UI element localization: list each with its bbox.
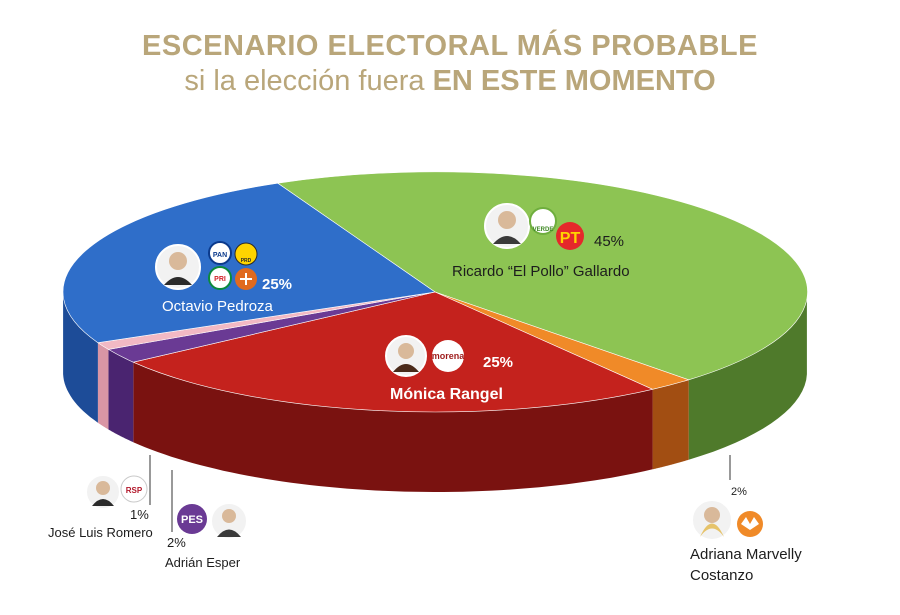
avatar-esper-face bbox=[222, 509, 236, 523]
pie-side-monica-rangel bbox=[133, 362, 653, 492]
avatar-gallardo-face bbox=[498, 211, 516, 229]
pt-logo-icon bbox=[556, 222, 584, 250]
pct-romero: 1% bbox=[130, 507, 149, 522]
pie-side-adriana-marvelly-costanzo bbox=[652, 379, 689, 470]
prd-logo-icon bbox=[234, 242, 258, 266]
verde-logo-text: VERDE bbox=[533, 227, 554, 233]
name-costanzo-line2: Costanzo bbox=[690, 567, 753, 584]
name-pedroza: Octavio Pedroza bbox=[162, 298, 274, 315]
pan-logo-icon bbox=[208, 241, 232, 265]
verde-logo-icon bbox=[529, 207, 557, 235]
pri-logo-text: PRI bbox=[214, 276, 226, 283]
rsp-logo-text: RSP bbox=[126, 486, 143, 495]
name-esper: Adrián Esper bbox=[165, 555, 241, 570]
avatar-romero-body bbox=[92, 499, 114, 506]
avatar-rangel-body bbox=[393, 364, 419, 372]
pct-rangel: 25% bbox=[483, 354, 513, 371]
cp-logo-mark bbox=[240, 273, 252, 285]
pri-logo-icon bbox=[208, 266, 232, 290]
pct-pedroza: 25% bbox=[262, 276, 292, 293]
name-gallardo: Ricardo “El Pollo” Gallardo bbox=[452, 263, 630, 280]
pie-side-adrian-esper bbox=[108, 349, 134, 443]
mc-logo-mark bbox=[741, 517, 759, 530]
pie-side-octavio-pedroza bbox=[63, 294, 98, 423]
name-costanzo-line1: Adriana Marvelly bbox=[690, 546, 802, 563]
title-line-2: si la elección fuera EN ESTE MOMENTO bbox=[0, 65, 900, 98]
name-rangel: Mónica Rangel bbox=[390, 386, 503, 403]
pes-logo-icon bbox=[177, 504, 207, 534]
pt-logo-text: PT bbox=[560, 230, 581, 247]
pie-side-jose-luis-romero bbox=[97, 342, 109, 430]
pct-gallardo: 45% bbox=[594, 233, 624, 250]
avatar-romero-face bbox=[96, 481, 110, 495]
pie-slice-ricardo-el-pollo-gallardo bbox=[277, 171, 808, 381]
avatar-gallardo-body bbox=[493, 236, 521, 244]
title-line-1: ESCENARIO ELECTORAL MÁS PROBABLE bbox=[142, 30, 758, 62]
annotation-gallardo: VERDE PT 45% Ricardo “El Pollo” Gallardo bbox=[452, 203, 630, 280]
pie-sides bbox=[63, 294, 807, 492]
avatar-esper-body bbox=[217, 529, 241, 537]
pie-tops bbox=[62, 171, 808, 413]
annotation-rangel: morena 25% Mónica Rangel bbox=[385, 335, 513, 403]
morena-logo-text: morena bbox=[432, 351, 466, 361]
title-line-2-bold: EN ESTE MOMENTO bbox=[432, 65, 716, 97]
pes-logo-text: PES bbox=[181, 514, 203, 526]
chart-title: ESCENARIO ELECTORAL MÁS PROBABLE si la e… bbox=[0, 30, 900, 98]
annotation-esper: PES 2% Adrián Esper bbox=[165, 502, 248, 570]
rsp-logo-icon bbox=[120, 475, 148, 503]
pie-side-ricardo-el-pollo-gallardo bbox=[688, 294, 807, 460]
leader-lines bbox=[149, 455, 731, 532]
pan-logo-text: PAN bbox=[213, 252, 227, 259]
avatar-rangel-face bbox=[398, 343, 414, 359]
morena-logo-icon bbox=[432, 340, 464, 372]
annotation-romero: RSP 1% José Luis Romero bbox=[48, 474, 153, 540]
avatar-costanzo-hair bbox=[700, 523, 724, 537]
annotation-costanzo: 2% Adriana Marvelly Costanzo bbox=[690, 486, 802, 584]
title-line-2-prefix: si la elección fuera bbox=[184, 65, 425, 97]
avatar-pedroza-body bbox=[164, 277, 192, 285]
pct-esper: 2% bbox=[167, 535, 186, 550]
avatar-costanzo-face bbox=[704, 507, 720, 523]
prd-logo-text: PRD bbox=[241, 258, 252, 264]
avatar-pedroza-face bbox=[169, 252, 187, 270]
annotation-pedroza: PAN PRD PRI 25% Octavio Pedroza bbox=[155, 241, 292, 315]
name-romero: José Luis Romero bbox=[48, 525, 153, 540]
pct-costanzo: 2% bbox=[731, 486, 747, 498]
